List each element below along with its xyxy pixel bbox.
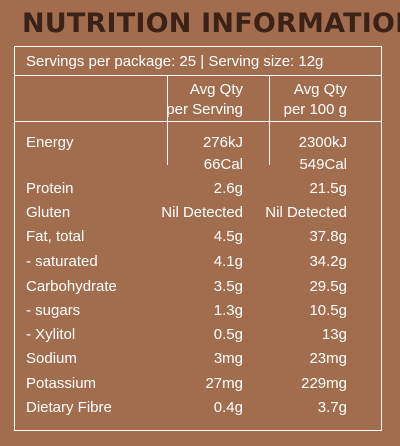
nutrient-name: Gluten — [26, 204, 71, 221]
nutrient-name: - sugars — [26, 302, 81, 319]
per-100g-value: 34.2g — [309, 253, 347, 270]
column-header-per-serving: Avg Qty per Serving — [166, 80, 243, 120]
divider — [15, 121, 381, 122]
per-100g-value: 21.5g — [309, 180, 347, 197]
nutrient-row: Sodium 3mg 23mg — [15, 347, 381, 371]
per-serving-value: 4.5g — [213, 228, 243, 245]
per-serving-value: 3mg — [213, 350, 243, 367]
per-serving-value: 4.1g — [213, 253, 243, 270]
column-header-line: Avg Qty — [293, 81, 347, 98]
nutrient-row: Carbohydrate 3.5g 29.5g — [15, 275, 381, 299]
nutrient-row: - sugars 1.3g 10.5g — [15, 299, 381, 323]
nutrient-name: Potassium — [26, 375, 97, 392]
per-serving-value: 66Cal — [203, 156, 243, 173]
per-100g-value: 13g — [321, 326, 347, 343]
per-100g-value: 2300kJ — [298, 134, 347, 151]
page-title: NUTRITION INFORMATION — [22, 8, 400, 39]
per-serving-value: 0.5g — [213, 326, 243, 343]
column-divider — [167, 75, 168, 165]
per-serving-value: 2.6g — [213, 180, 243, 197]
nutrient-name: Energy — [26, 134, 74, 151]
nutrient-name: - saturated — [26, 253, 98, 270]
per-serving-value: 1.3g — [213, 302, 243, 319]
nutrient-name: Carbohydrate — [26, 278, 117, 295]
nutrition-panel: Servings per package: 25 | Serving size:… — [14, 46, 382, 431]
nutrient-name: Sodium — [26, 350, 77, 367]
per-serving-value: 0.4g — [213, 399, 243, 416]
nutrient-row: Dietary Fibre 0.4g 3.7g — [15, 396, 381, 420]
nutrient-row: - Xylitol 0.5g 13g — [15, 323, 381, 347]
column-header-line: per 100 g — [283, 101, 347, 118]
column-divider — [269, 75, 270, 165]
per-serving-value: Nil Detected — [161, 204, 243, 221]
divider — [15, 75, 381, 76]
nutrient-name: Dietary Fibre — [26, 399, 112, 416]
per-serving-value: 276kJ — [202, 134, 243, 151]
per-100g-value: 37.8g — [309, 228, 347, 245]
per-100g-value: 29.5g — [309, 278, 347, 295]
nutrient-row: 66Cal 549Cal — [15, 153, 381, 177]
nutrient-row: Fat, total 4.5g 37.8g — [15, 225, 381, 249]
nutrient-row: Gluten Nil Detected Nil Detected — [15, 201, 381, 225]
nutrient-name: Fat, total — [26, 228, 85, 245]
per-100g-value: 10.5g — [309, 302, 347, 319]
per-100g-value: 549Cal — [299, 156, 347, 173]
per-serving-value: 27mg — [205, 375, 243, 392]
per-100g-value: 3.7g — [317, 399, 347, 416]
column-header-line: per Serving — [166, 101, 243, 118]
per-100g-value: 229mg — [301, 375, 347, 392]
column-header-line: Avg Qty — [189, 81, 243, 98]
nutrient-name: Protein — [26, 180, 74, 197]
nutrient-row: Potassium 27mg 229mg — [15, 372, 381, 396]
per-serving-value: 3.5g — [213, 278, 243, 295]
nutrient-row: Energy 276kJ 2300kJ — [15, 131, 381, 155]
servings-info: Servings per package: 25 | Serving size:… — [26, 53, 324, 70]
nutrient-name: - Xylitol — [26, 326, 76, 343]
per-100g-value: 23mg — [309, 350, 347, 367]
nutrient-row: Protein 2.6g 21.5g — [15, 177, 381, 201]
column-header-per-100g: Avg Qty per 100 g — [284, 80, 347, 120]
per-100g-value: Nil Detected — [265, 204, 347, 221]
nutrient-row: - saturated 4.1g 34.2g — [15, 250, 381, 274]
